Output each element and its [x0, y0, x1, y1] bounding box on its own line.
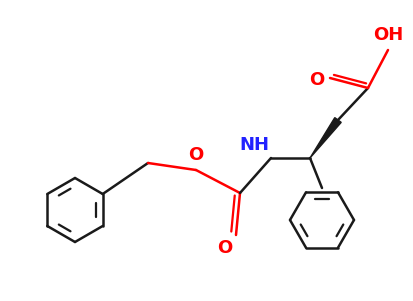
Polygon shape	[310, 118, 341, 158]
Text: NH: NH	[239, 136, 269, 154]
Text: O: O	[217, 239, 232, 257]
Text: O: O	[309, 71, 324, 89]
Text: OH: OH	[373, 26, 403, 44]
Text: O: O	[188, 146, 204, 164]
